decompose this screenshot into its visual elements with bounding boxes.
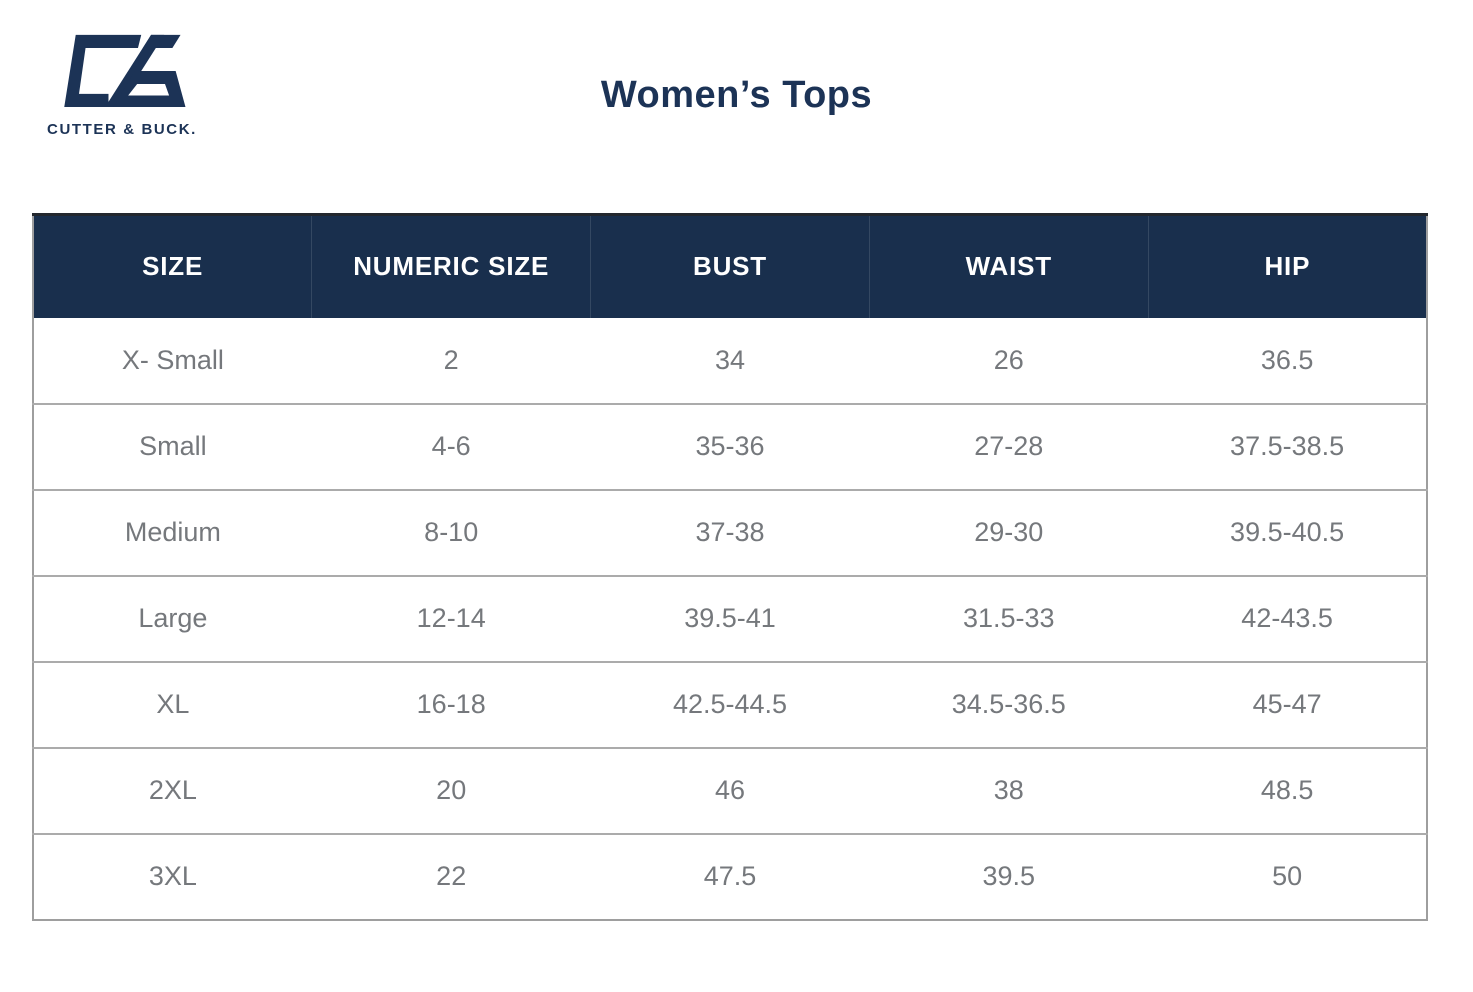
table-row: Large 12-14 39.5-41 31.5-33 42-43.5	[33, 574, 1427, 662]
cell: 27-28	[869, 402, 1149, 490]
table-row: Small 4-6 35-36 27-28 37.5-38.5	[33, 402, 1427, 490]
cell: 29-30	[869, 488, 1149, 576]
cell: 20	[311, 746, 591, 834]
cell: 36.5	[1148, 317, 1427, 404]
cell: X- Small	[33, 317, 312, 404]
cell: 34.5-36.5	[869, 660, 1149, 748]
cell: Medium	[33, 488, 312, 576]
column-header: NUMERIC SIZE	[311, 213, 591, 318]
cell: 2	[311, 317, 591, 404]
cell: 38	[869, 746, 1149, 834]
logo-wordmark: CUTTER & BUCK.	[47, 121, 197, 138]
table-row: 2XL 20 46 38 48.5	[33, 746, 1427, 834]
cutter-buck-logo: CUTTER & BUCK.	[46, 30, 198, 138]
cell: 39.5-41	[590, 574, 870, 662]
cell: 42-43.5	[1148, 574, 1427, 662]
cell: 12-14	[311, 574, 591, 662]
cell: 16-18	[311, 660, 591, 748]
size-chart-table: SIZE NUMERIC SIZE BUST WAIST HIP X- Small 2 34…	[32, 213, 1428, 921]
cell: 4-6	[311, 402, 591, 490]
cell: Small	[33, 402, 312, 490]
cell: 37-38	[590, 488, 870, 576]
cell: 47.5	[590, 832, 870, 920]
cell: Large	[33, 574, 312, 662]
cell: 45-47	[1148, 660, 1427, 748]
cell: 48.5	[1148, 746, 1427, 834]
cell: 39.5-40.5	[1148, 488, 1427, 576]
cell: 8-10	[311, 488, 591, 576]
table-row: XL 16-18 42.5-44.5 34.5-36.5 45-47	[33, 660, 1427, 748]
column-header: HIP	[1147, 213, 1427, 318]
column-header: WAIST	[868, 213, 1149, 318]
cell: 22	[311, 832, 591, 920]
cell: 35-36	[590, 402, 870, 490]
cell: 50	[1148, 832, 1427, 920]
cb-monogram-icon	[64, 34, 186, 107]
cell: 26	[869, 317, 1149, 404]
column-header: SIZE	[33, 213, 312, 318]
cell: XL	[33, 660, 312, 748]
cell: 34	[590, 317, 870, 404]
header-row: SIZE NUMERIC SIZE BUST WAIST HIP	[33, 213, 1427, 318]
column-header: BUST	[590, 213, 870, 318]
cell: 37.5-38.5	[1148, 402, 1427, 490]
cell: 2XL	[33, 746, 312, 834]
cell: 3XL	[33, 832, 312, 920]
cell: 31.5-33	[869, 574, 1149, 662]
table-header: SIZE NUMERIC SIZE BUST WAIST HIP	[33, 213, 1427, 318]
table-row: X- Small 2 34 26 36.5	[33, 317, 1427, 404]
table-row: Medium 8-10 37-38 29-30 39.5-40.5	[33, 488, 1427, 576]
cell: 42.5-44.5	[590, 660, 870, 748]
table-row: 3XL 22 47.5 39.5 50	[33, 832, 1427, 920]
cell: 39.5	[869, 832, 1149, 920]
cell: 46	[590, 746, 870, 834]
page-title: Women’s Tops	[600, 74, 873, 116]
